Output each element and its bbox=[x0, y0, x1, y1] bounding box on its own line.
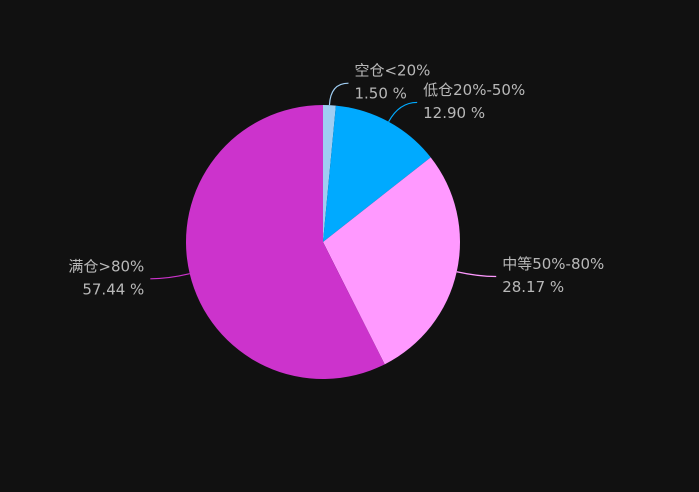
slice-label: 低仓20%-50% bbox=[423, 81, 525, 99]
leader-line bbox=[328, 82, 349, 106]
pie-slice bbox=[323, 157, 460, 365]
slice-label: 满仓>80% bbox=[68, 257, 144, 275]
leader-line bbox=[388, 101, 418, 123]
slice-label: 空仓<20% bbox=[354, 62, 430, 80]
leader-line bbox=[150, 273, 190, 280]
pie-slice bbox=[323, 105, 336, 242]
slice-value-label: 28.17 % bbox=[502, 278, 564, 296]
slice-label: 中等50%-80% bbox=[502, 255, 604, 273]
pie-slice bbox=[185, 104, 385, 379]
slice-value-label: 12.90 % bbox=[423, 104, 485, 122]
slice-value-label: 1.50 % bbox=[354, 85, 406, 103]
pie-slice bbox=[323, 105, 431, 243]
leader-line bbox=[456, 271, 497, 278]
slice-value-label: 57.44 % bbox=[82, 280, 144, 298]
